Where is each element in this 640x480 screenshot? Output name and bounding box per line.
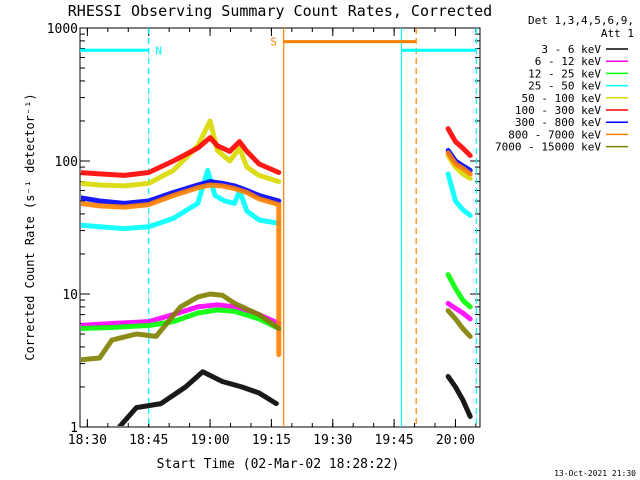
x-axis-label: Start Time (02-Mar-02 18:28:22) [157,457,400,472]
legend-header-line-2: Att 1 [601,27,634,40]
series-line-4 [81,118,282,189]
y-tick-label: 100 [55,155,78,170]
legend-entry-label: 800 - 7000 keV [508,128,601,141]
legend-entry-label: 6 - 12 keV [535,55,602,68]
legend-header-line-1: Det 1,3,4,5,6,9, [528,14,634,27]
x-tick-label: 19:00 [190,433,229,448]
legend-entry-label: 3 - 6 keV [541,43,601,56]
series-line-7 [81,182,282,358]
x-tick-label: 18:30 [68,433,107,448]
series-line-0-post-gap [445,373,473,419]
legend-entry-label: 25 - 50 keV [528,80,601,93]
series-line-8-post-gap [445,308,473,339]
y-axis-label: Corrected Count Rate (s⁻¹ detector⁻¹) [23,93,37,360]
plot-area: 18:30 18:45 19:00 19:15 19:30 19:45 20:00 1 10 10… [47,22,481,448]
plot-frame [79,27,481,428]
y-tick-label: 1000 [47,22,78,37]
x-tick-label: 20:00 [436,433,475,448]
footer-timestamp: 13-Oct-2021 21:30 [554,469,636,478]
series-line-7-post-gap [445,150,473,177]
period-label: S [270,36,277,49]
series-line-2-post-gap [445,272,473,310]
series-line-3-post-gap [445,171,473,218]
x-tick-label: 19:45 [375,433,414,448]
legend-entry-label: 100 - 300 keV [515,104,601,117]
series-line-5-post-gap [445,126,473,158]
y-tick-label: 1 [70,421,78,436]
legend-entry-label: 7000 - 15000 keV [495,141,601,154]
x-tick-label: 19:30 [313,433,352,448]
legend-entry-label: 50 - 100 keV [522,92,602,105]
x-tick-label: 18:45 [129,433,168,448]
series-line-0 [117,369,279,426]
chart-title: RHESSI Observing Summary Count Rates, Co… [68,2,492,20]
y-tick-label: 10 [62,288,78,303]
legend-entry-label: 300 - 800 keV [515,116,601,129]
legend-entry-label: 12 - 25 keV [528,67,601,80]
series-line-2 [81,307,282,331]
series-line-5 [81,135,282,178]
x-tick-label: 19:15 [252,433,291,448]
period-label: N [155,44,162,57]
series-line-8 [81,291,282,363]
series-line-1-post-gap [445,300,473,322]
